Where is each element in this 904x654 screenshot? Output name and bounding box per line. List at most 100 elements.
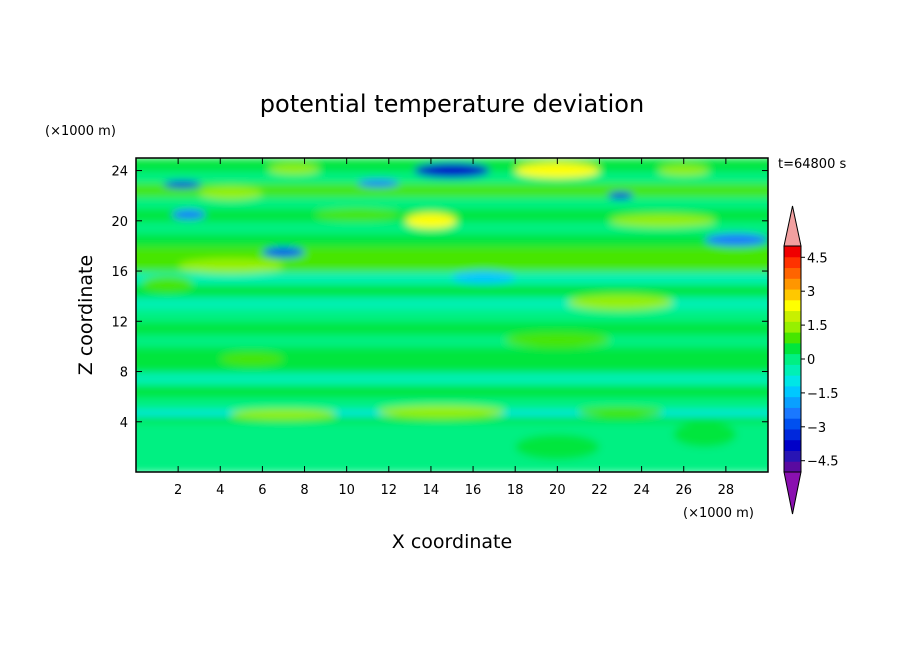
colorbar-under-arrow — [783, 471, 802, 515]
field-band — [136, 233, 768, 247]
colorbar-segment — [784, 246, 801, 258]
y-tick-label: 12 — [111, 315, 128, 330]
field-band — [136, 358, 768, 373]
time-label: t=64800 s — [778, 157, 846, 172]
colorbar-segment — [784, 256, 801, 269]
x-axis-title: X coordinate — [392, 531, 512, 553]
field-feature — [163, 180, 202, 189]
field-feature — [567, 294, 674, 310]
field-feature — [610, 214, 716, 228]
field-feature — [357, 179, 400, 187]
field-feature — [230, 409, 337, 420]
field-band — [136, 208, 768, 222]
field-feature — [673, 421, 737, 447]
colorbar-segment — [784, 364, 801, 376]
field-feature — [178, 258, 284, 274]
field-band — [136, 271, 768, 285]
x-tick-label: 14 — [423, 483, 440, 498]
field-band — [136, 296, 768, 310]
field-feature — [378, 405, 505, 418]
chart-title: potential temperature deviation — [260, 90, 644, 118]
colorbar-segment — [784, 439, 801, 451]
colorbar-segment — [784, 428, 801, 441]
field-feature — [142, 276, 193, 292]
y-tick-label: 24 — [111, 165, 128, 180]
colorbar-over-arrow — [783, 205, 802, 247]
contour-field — [136, 158, 768, 472]
field-band — [136, 258, 768, 273]
field-feature — [515, 163, 600, 179]
x-tick-label: 12 — [381, 483, 398, 498]
y-axis: 4 8 12 16 20 24 — [111, 165, 768, 431]
colorbar-tick-label: −1.5 — [807, 387, 839, 402]
colorbar-segment — [784, 385, 801, 398]
field-band — [136, 283, 768, 298]
field-band — [136, 421, 768, 436]
field-feature — [199, 186, 263, 200]
x-tick-label: 20 — [549, 483, 566, 498]
colorbar-segment — [784, 342, 801, 355]
x-tick-label: 18 — [507, 483, 524, 498]
contour-layer — [136, 158, 768, 472]
y-unit-label: (×1000 m) — [45, 124, 116, 139]
x-unit-label: (×1000 m) — [683, 506, 754, 521]
field-band — [136, 195, 768, 210]
field-feature — [315, 208, 400, 221]
colorbar-tick-label: −4.5 — [807, 455, 839, 470]
field-band — [136, 396, 768, 411]
field-band — [136, 384, 768, 398]
colorbar-segment — [784, 396, 801, 408]
x-tick-label: 28 — [718, 483, 735, 498]
field-band — [136, 346, 768, 360]
field-feature — [658, 165, 710, 176]
y-tick-label: 4 — [120, 416, 128, 431]
colorbar-segment — [784, 321, 801, 333]
field-feature — [578, 406, 663, 417]
colorbar-segment — [784, 418, 801, 430]
x-tick-label: 8 — [300, 483, 308, 498]
field-band — [136, 321, 768, 335]
x-tick-label: 6 — [258, 483, 266, 498]
field-band — [136, 459, 768, 472]
colorbar-tick-label: 0 — [807, 353, 815, 368]
x-tick-label: 22 — [591, 483, 608, 498]
x-axis: 2 4 6 8 10 12 14 16 18 20 22 24 26 28 — [174, 158, 734, 498]
x-tick-label: 2 — [174, 483, 182, 498]
field-band — [136, 220, 768, 235]
colorbar-segment — [784, 267, 801, 279]
field-feature — [504, 332, 610, 348]
x-tick-label: 26 — [675, 483, 692, 498]
colorbar-tick-label: −3 — [807, 421, 826, 436]
y-tick-label: 8 — [120, 366, 128, 381]
colorbar-segment — [784, 299, 801, 312]
field-band — [136, 245, 768, 260]
plot-frame — [135, 157, 769, 473]
y-axis-title: Z coordinate — [75, 255, 97, 375]
colorbar-segment — [784, 353, 801, 365]
colorbar: 4.5 3 1.5 0 −1.5 −3 −4.5 — [783, 205, 839, 515]
colorbar-tick-label: 3 — [807, 285, 815, 300]
field-feature — [220, 352, 284, 366]
field-feature — [515, 434, 600, 460]
colorbar-segment — [784, 278, 801, 290]
x-tick-label: 4 — [216, 483, 224, 498]
x-tick-label: 16 — [465, 483, 482, 498]
field-feature — [262, 247, 305, 258]
field-feature — [607, 191, 634, 200]
x-tick-label: 10 — [338, 483, 355, 498]
y-tick-label: 16 — [111, 265, 128, 280]
x-tick-label: 24 — [633, 483, 650, 498]
field-feature — [405, 213, 457, 229]
field-feature — [414, 163, 490, 179]
colorbar-segment — [784, 461, 801, 473]
colorbar-tick-label: 4.5 — [807, 251, 828, 266]
colorbar-segment — [784, 289, 801, 301]
field-band — [136, 308, 768, 323]
field-band — [136, 434, 768, 448]
colorbar-segment — [784, 375, 801, 387]
field-band — [136, 333, 768, 348]
colorbar-segment — [784, 407, 801, 419]
field-feature — [171, 209, 206, 220]
field-band — [136, 446, 768, 461]
